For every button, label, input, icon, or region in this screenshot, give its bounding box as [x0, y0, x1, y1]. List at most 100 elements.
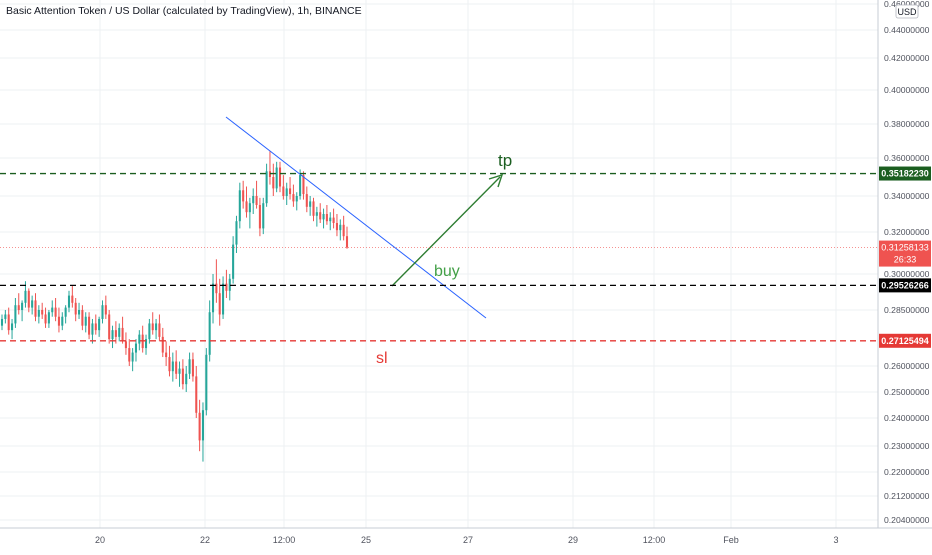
candle[interactable]: [272, 163, 275, 196]
candle[interactable]: [238, 182, 241, 229]
downtrend-line[interactable]: [225, 116, 487, 319]
candle[interactable]: [108, 310, 111, 344]
candle[interactable]: [57, 307, 60, 333]
candle[interactable]: [14, 298, 17, 328]
candle[interactable]: [134, 339, 138, 362]
candle[interactable]: [71, 286, 74, 308]
candle[interactable]: [168, 345, 171, 377]
candle[interactable]: [302, 171, 305, 200]
candle[interactable]: [292, 184, 295, 207]
candle[interactable]: [205, 348, 208, 416]
candle[interactable]: [335, 214, 338, 237]
candle[interactable]: [248, 197, 251, 229]
candle[interactable]: [258, 197, 261, 237]
candle[interactable]: [31, 295, 34, 315]
candle[interactable]: [148, 318, 151, 344]
candle[interactable]: [262, 197, 265, 235]
candle[interactable]: [91, 318, 94, 344]
candle[interactable]: [332, 208, 335, 229]
candle[interactable]: [255, 180, 258, 209]
candle[interactable]: [309, 196, 312, 216]
candle[interactable]: [7, 307, 10, 335]
candle[interactable]: [329, 212, 332, 231]
candle[interactable]: [285, 182, 288, 205]
candles[interactable]: [0, 151, 349, 462]
price-axis[interactable]: 0.20400000 0.21200000 0.22000000 0.23000000…: [877, 0, 932, 528]
candle[interactable]: [175, 350, 178, 379]
candle[interactable]: [339, 219, 342, 241]
candle[interactable]: [158, 314, 161, 342]
tp-annotation[interactable]: tp: [498, 151, 512, 170]
candle[interactable]: [44, 307, 47, 328]
candle[interactable]: [295, 192, 298, 211]
candle[interactable]: [165, 341, 168, 366]
candle[interactable]: [144, 334, 148, 355]
candle[interactable]: [218, 278, 221, 326]
candle[interactable]: [118, 323, 121, 342]
candle[interactable]: [67, 290, 71, 313]
candle[interactable]: [278, 161, 282, 193]
candle[interactable]: [27, 288, 30, 313]
candle[interactable]: [64, 305, 67, 324]
candle[interactable]: [201, 402, 205, 462]
candle[interactable]: [161, 327, 164, 358]
sl-annotation[interactable]: sl: [376, 350, 388, 367]
candle[interactable]: [211, 274, 215, 324]
candle[interactable]: [155, 318, 158, 340]
candle[interactable]: [242, 180, 245, 209]
candle[interactable]: [17, 293, 20, 315]
candle[interactable]: [101, 300, 104, 324]
candle[interactable]: [81, 305, 84, 331]
candle[interactable]: [245, 186, 248, 218]
candle[interactable]: [151, 312, 154, 335]
candle[interactable]: [61, 312, 64, 331]
candle[interactable]: [121, 316, 124, 344]
candle[interactable]: [185, 366, 188, 392]
candle[interactable]: [4, 310, 7, 324]
candle[interactable]: [215, 259, 218, 303]
candle[interactable]: [289, 177, 292, 200]
candle[interactable]: [128, 339, 131, 366]
candle[interactable]: [345, 226, 349, 249]
candle[interactable]: [88, 312, 91, 340]
candle[interactable]: [54, 298, 57, 322]
candle[interactable]: [305, 186, 308, 213]
candle[interactable]: [195, 366, 198, 418]
candle[interactable]: [37, 305, 40, 324]
candle[interactable]: [275, 161, 278, 193]
candle[interactable]: [268, 151, 271, 185]
candle[interactable]: [114, 321, 117, 344]
candle[interactable]: [111, 325, 114, 349]
candle[interactable]: [322, 208, 325, 229]
candle[interactable]: [312, 197, 315, 222]
candle[interactable]: [51, 300, 54, 317]
candle[interactable]: [171, 352, 174, 382]
candle[interactable]: [265, 163, 268, 207]
candle[interactable]: [104, 295, 107, 319]
candle[interactable]: [11, 318, 14, 340]
candle[interactable]: [319, 203, 322, 223]
candle[interactable]: [78, 302, 81, 319]
candle[interactable]: [21, 300, 24, 322]
candle[interactable]: [131, 348, 134, 372]
candle[interactable]: [315, 206, 318, 227]
candle[interactable]: [222, 276, 225, 319]
candle[interactable]: [0, 314, 4, 331]
currency-badge[interactable]: [895, 4, 919, 19]
drawings[interactable]: tp buy sl: [225, 116, 512, 367]
candle[interactable]: [191, 352, 194, 382]
candle[interactable]: [225, 269, 228, 298]
candle[interactable]: [208, 300, 211, 362]
candle[interactable]: [282, 175, 285, 200]
candle[interactable]: [178, 361, 181, 387]
candle[interactable]: [84, 312, 87, 333]
candle[interactable]: [74, 298, 77, 322]
candle[interactable]: [228, 274, 231, 301]
candle[interactable]: [94, 314, 97, 335]
buy-annotation[interactable]: buy: [434, 263, 460, 280]
time-axis[interactable]: 20 22 12:00 25 27 29 12:00 Feb 3: [0, 527, 932, 550]
buy-arrow-shaft[interactable]: [391, 176, 501, 287]
candle[interactable]: [181, 359, 184, 390]
